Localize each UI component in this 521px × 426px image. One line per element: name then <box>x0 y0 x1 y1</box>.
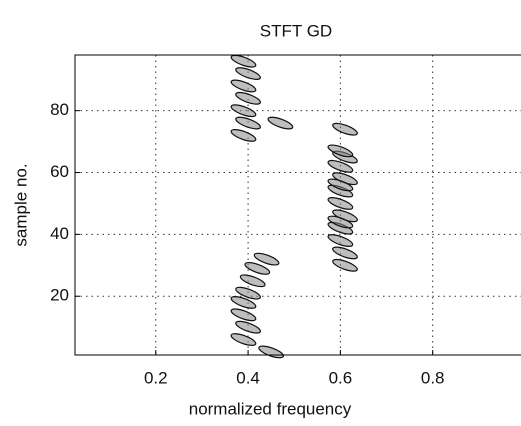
contour-blob <box>332 122 358 136</box>
contour-blob <box>327 144 354 158</box>
contour-blob <box>230 296 257 309</box>
contour-blob <box>235 320 261 334</box>
contour-blob <box>244 261 271 275</box>
contour-blob <box>235 116 261 130</box>
contour-blob <box>253 252 280 266</box>
contour-blob <box>327 234 354 247</box>
x-tick-label: 0.2 <box>144 368 168 387</box>
contour-blob <box>327 215 354 229</box>
y-tick-label: 60 <box>50 162 69 181</box>
chart-title: STFT GD <box>260 21 332 40</box>
contour-blob <box>230 104 257 118</box>
y-axis-label: sample no. <box>11 163 30 246</box>
y-tick-label: 40 <box>50 224 69 243</box>
contour-blob <box>230 79 257 93</box>
contour-blob <box>230 128 257 142</box>
contour-blob <box>327 197 354 210</box>
y-tick-label: 20 <box>50 286 69 305</box>
contour-blob <box>230 54 257 68</box>
y-tick-label: 80 <box>50 100 69 119</box>
contour-blob <box>327 178 354 192</box>
contour-blob <box>235 286 261 300</box>
axes-frame <box>74 54 521 356</box>
contour-blob <box>258 345 285 359</box>
contour-blob <box>327 159 354 173</box>
contour-blob <box>235 67 261 80</box>
contour-blob <box>239 274 266 288</box>
contour-blob <box>235 91 261 105</box>
contour-blob <box>267 116 294 130</box>
contour-blob <box>230 308 257 322</box>
x-tick-label: 0.6 <box>329 368 353 387</box>
contour-blob <box>332 258 358 272</box>
x-tick-label: 0.8 <box>421 368 445 387</box>
x-axis-label: normalized frequency <box>189 399 352 418</box>
contour-blob <box>230 333 257 346</box>
contour-blob <box>332 246 358 260</box>
x-tick-label: 0.4 <box>236 368 260 387</box>
